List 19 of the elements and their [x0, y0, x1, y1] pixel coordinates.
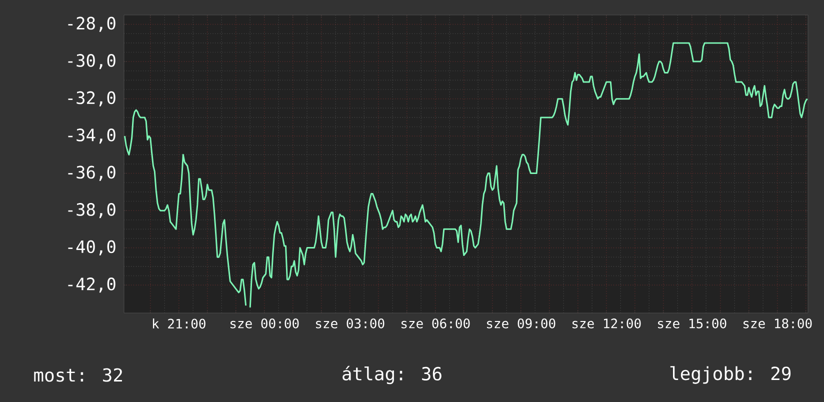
y-tick-label: -32,0	[68, 91, 116, 106]
text: most: 32	[34, 368, 122, 382]
y-tick-label: -34,0	[68, 128, 116, 144]
x-tick-label: sze 15:00	[658, 318, 726, 328]
y-tick-label: -36,0	[68, 166, 116, 181]
x-tick-label: sze 18:00	[743, 318, 812, 328]
y-tick-label: -28,0	[68, 16, 116, 32]
text: legjobb: 29	[670, 366, 791, 384]
x-tick-label: sze 00:00	[230, 318, 299, 328]
x-tick-label: sze 09:00	[486, 318, 556, 328]
y-tick-label: -30,0	[68, 54, 116, 70]
x-tick-label: sze 12:00	[572, 318, 641, 328]
x-tick-label: sze 03:00	[316, 318, 384, 328]
text: átlag: 36	[342, 366, 442, 384]
x-tick-label: k 21:00	[152, 318, 206, 329]
y-tick-label: -42,0	[68, 278, 116, 293]
y-tick-label: -40,0	[68, 240, 116, 256]
x-tick-label: sze 06:00	[401, 318, 470, 328]
y-tick-label: -38,0	[68, 203, 116, 218]
